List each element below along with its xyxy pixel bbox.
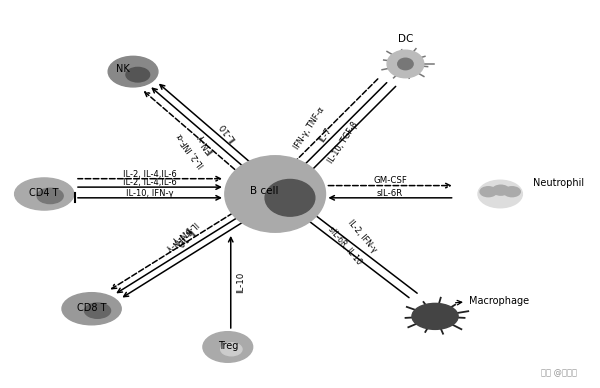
- Text: IL-2, INF-α: IL-2, INF-α: [176, 131, 207, 169]
- Text: CD8 T: CD8 T: [77, 303, 106, 313]
- Ellipse shape: [387, 50, 424, 78]
- Text: IL-2, IL-4,IL-6: IL-2, IL-4,IL-6: [123, 178, 177, 187]
- Text: IFN-γ: IFN-γ: [169, 224, 191, 246]
- Ellipse shape: [480, 187, 497, 197]
- Text: GM-CSF: GM-CSF: [373, 177, 407, 185]
- Text: IL-6, IFN-γ: IL-6, IFN-γ: [165, 219, 199, 253]
- Ellipse shape: [203, 332, 253, 362]
- Text: IL-7: IL-7: [317, 126, 334, 144]
- Text: IFN-γ: IFN-γ: [194, 132, 215, 155]
- Ellipse shape: [108, 56, 158, 87]
- Ellipse shape: [225, 156, 325, 232]
- Text: CD4 T: CD4 T: [29, 188, 59, 198]
- Ellipse shape: [126, 68, 149, 82]
- Ellipse shape: [14, 178, 74, 210]
- Text: sIL-6R: sIL-6R: [377, 189, 403, 198]
- Text: sIL-6R, IL-10: sIL-6R, IL-10: [326, 225, 364, 267]
- Text: IL-10, TGF-β: IL-10, TGF-β: [326, 120, 360, 165]
- Ellipse shape: [412, 303, 458, 329]
- Text: Treg: Treg: [218, 341, 238, 351]
- Text: NK: NK: [116, 64, 129, 74]
- Ellipse shape: [37, 188, 63, 204]
- Ellipse shape: [85, 303, 110, 318]
- Ellipse shape: [478, 180, 523, 208]
- Text: IL-2, IL-4,IL-6: IL-2, IL-4,IL-6: [123, 170, 177, 178]
- Ellipse shape: [493, 185, 509, 195]
- Text: Neutrophil: Neutrophil: [533, 178, 584, 187]
- Text: 知乎 @优宁维: 知乎 @优宁维: [541, 369, 577, 378]
- Text: IL-10: IL-10: [236, 271, 245, 293]
- Ellipse shape: [221, 343, 242, 356]
- Ellipse shape: [62, 293, 121, 325]
- Ellipse shape: [265, 180, 315, 216]
- Text: B cell: B cell: [250, 186, 279, 196]
- Ellipse shape: [398, 58, 413, 70]
- Text: IL-2, IFN-γ: IL-2, IFN-γ: [346, 218, 379, 255]
- Ellipse shape: [504, 187, 520, 197]
- Text: IL-10: IL-10: [173, 227, 195, 248]
- Text: Macrophage: Macrophage: [469, 296, 530, 306]
- Text: IFN-γ, TNF-α: IFN-γ, TNF-α: [292, 105, 326, 151]
- Text: DC: DC: [398, 34, 413, 44]
- Text: IL-10: IL-10: [218, 121, 238, 143]
- Text: IL-10, IFN-γ: IL-10, IFN-γ: [126, 189, 173, 198]
